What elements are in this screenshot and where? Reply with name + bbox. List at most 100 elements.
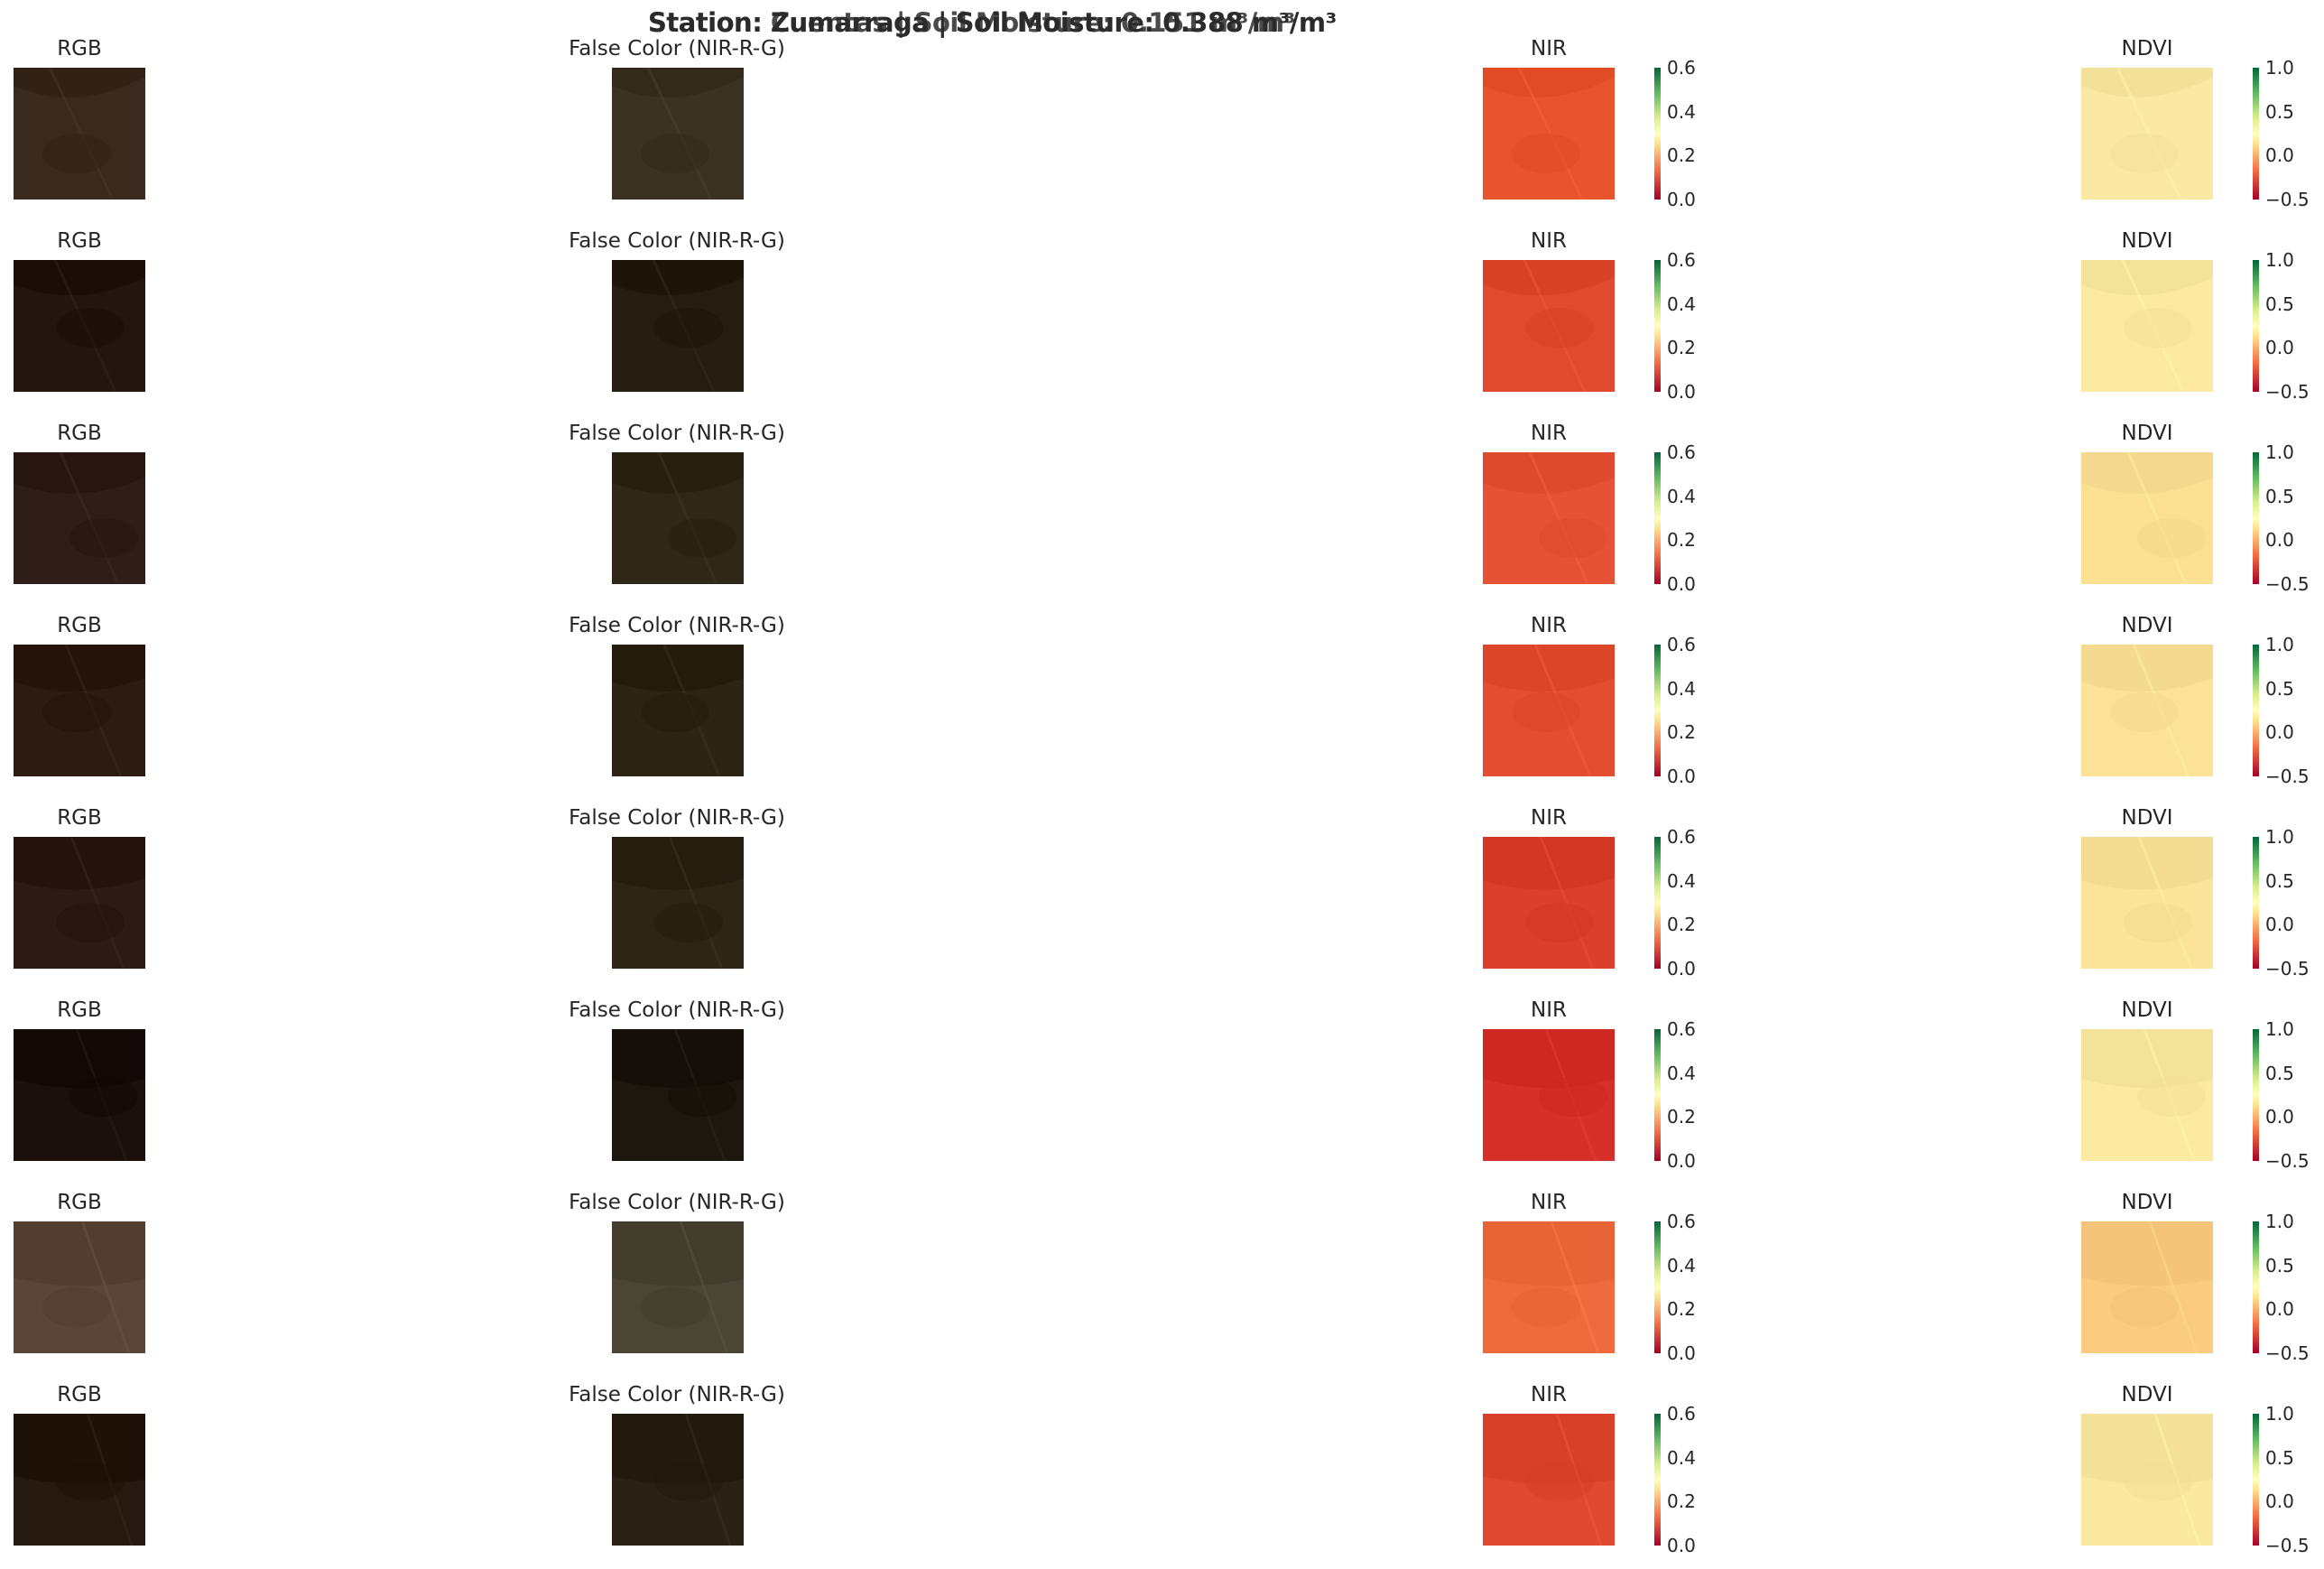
colorbar-tick-label: 0.2 [1667,144,1696,167]
panel-title: False Color (NIR-R-G) [569,614,785,637]
colorbar-tick-label: 0.5 [2265,1446,2294,1469]
panel-title: False Color (NIR-R-G) [569,806,785,830]
panel-title: RGB [57,422,102,445]
colorbar-tick-label: 0.4 [1667,485,1696,507]
panel-title: False Color (NIR-R-G) [569,229,785,253]
colorbar-tick-label: 0.4 [1667,1062,1696,1084]
colorbar-tick-label: −0.5 [2265,1342,2310,1364]
colorbar-tick-label: 1.0 [2265,634,2294,655]
colorbar-tick-label: 0.0 [2265,721,2294,744]
colorbar-tick-label: 0.5 [2265,100,2294,123]
colorbar-tick-label: 0.0 [1667,1535,1696,1556]
colorbar-tick-label: 0.0 [2265,529,2294,552]
colorbar-tick-label: 0.0 [2265,1106,2294,1128]
colorbar-tick-label: 1.0 [2265,1403,2294,1425]
colorbar-ndvi [2253,837,2259,969]
image-panel-nir [1483,260,1615,392]
suptitle-text-a: Station: Zumarraga | Soil Moisture: 0.38… [648,7,1337,38]
image-panel-false [612,645,744,776]
colorbar-nir [1654,452,1661,584]
panel-title: False Color (NIR-R-G) [569,37,785,60]
colorbar-tick-label: 0.0 [2265,914,2294,936]
colorbar-tick-label: 0.2 [1667,1298,1696,1321]
colorbar-tick-label: 0.2 [1667,721,1696,744]
panel-title: NDVI [2121,37,2173,60]
image-panel-false [612,1221,744,1353]
colorbar-tick-label: 0.6 [1667,1403,1696,1425]
colorbar-ndvi [2253,1221,2259,1353]
panel-title: RGB [57,614,102,637]
colorbar-nir [1654,260,1661,392]
colorbar-tick-label: 0.6 [1667,249,1696,271]
colorbar-ndvi [2253,1029,2259,1161]
image-panel-ndvi [2081,1221,2213,1353]
image-panel-rgb [14,1414,145,1546]
image-panel-false [612,837,744,969]
image-panel-nir [1483,837,1615,969]
colorbar-tick-label: 0.4 [1667,292,1696,315]
colorbar-tick-label: 0.5 [2265,1062,2294,1084]
image-panel-ndvi [2081,645,2213,776]
image-panel-ndvi [2081,837,2213,969]
colorbar-tick-label: 0.2 [1667,1106,1696,1128]
image-panel-false [612,452,744,584]
colorbar-tick-label: 0.5 [2265,485,2294,507]
panel-title: NIR [1531,1383,1567,1407]
colorbar-tick-label: 0.5 [2265,1254,2294,1277]
colorbar-ndvi [2253,68,2259,200]
colorbar-tick-label: 0.0 [1667,958,1696,979]
colorbar-tick-label: 1.0 [2265,441,2294,463]
image-panel-ndvi [2081,452,2213,584]
image-panel-nir [1483,68,1615,200]
colorbar-tick-label: 0.0 [1667,573,1696,595]
colorbar-tick-label: 0.6 [1667,634,1696,655]
image-panel-nir [1483,1221,1615,1353]
suptitle-text-b: Station: Cuentas | Soil Moisture: 0.151 … [648,7,1295,38]
image-panel-false [612,68,744,200]
panel-title: NDVI [2121,614,2173,637]
panel-title: NDVI [2121,1191,2173,1214]
panel-title: RGB [57,1383,102,1407]
image-panel-ndvi [2081,1414,2213,1546]
colorbar-tick-label: −0.5 [2265,381,2310,403]
panel-title: NDVI [2121,229,2173,253]
panel-title: False Color (NIR-R-G) [569,422,785,445]
image-panel-ndvi [2081,68,2213,200]
colorbar-tick-label: 0.6 [1667,441,1696,463]
colorbar-ndvi [2253,260,2259,392]
image-panel-nir [1483,1029,1615,1161]
colorbar-tick-label: 0.0 [2265,144,2294,167]
image-panel-rgb [14,837,145,969]
colorbar-tick-label: 1.0 [2265,1211,2294,1232]
panel-title: RGB [57,229,102,253]
colorbar-tick-label: 0.2 [1667,1490,1696,1513]
colorbar-nir [1654,1029,1661,1161]
image-panel-false [612,260,744,392]
panel-title: NDVI [2121,806,2173,830]
colorbar-tick-label: 0.2 [1667,337,1696,359]
panel-title: RGB [57,1191,102,1214]
colorbar-tick-label: 0.5 [2265,677,2294,700]
image-panel-nir [1483,645,1615,776]
colorbar-tick-label: 0.0 [1667,1150,1696,1172]
colorbar-tick-label: −0.5 [2265,958,2310,979]
colorbar-tick-label: 0.0 [2265,1490,2294,1513]
colorbar-ndvi [2253,452,2259,584]
colorbar-tick-label: 0.6 [1667,1018,1696,1040]
colorbar-tick-label: 0.4 [1667,100,1696,123]
panel-title: NIR [1531,422,1567,445]
panel-title: NIR [1531,806,1567,830]
colorbar-nir [1654,645,1661,776]
panel-title: False Color (NIR-R-G) [569,998,785,1022]
image-panel-false [612,1414,744,1546]
image-panel-rgb [14,645,145,776]
colorbar-ndvi [2253,645,2259,776]
panel-title: NDVI [2121,998,2173,1022]
image-panel-nir [1483,1414,1615,1546]
colorbar-nir [1654,837,1661,969]
colorbar-tick-label: 0.4 [1667,869,1696,892]
colorbar-tick-label: 0.2 [1667,529,1696,552]
panel-title: NDVI [2121,1383,2173,1407]
colorbar-tick-label: 1.0 [2265,57,2294,79]
panel-title: NIR [1531,229,1567,253]
